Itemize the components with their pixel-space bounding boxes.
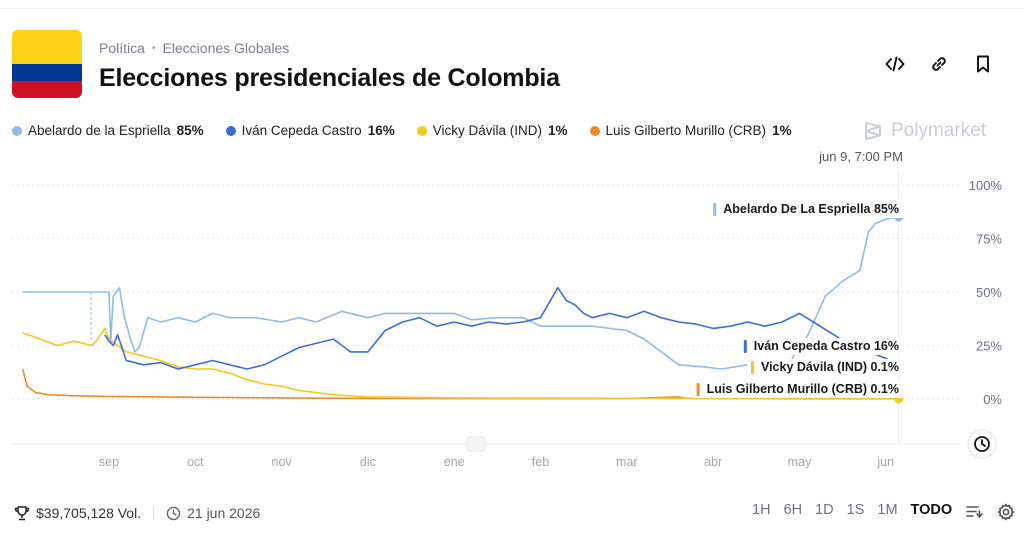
clock-icon <box>166 506 181 520</box>
top-actions <box>885 54 993 74</box>
flag-stripe-red <box>12 81 82 98</box>
end-label-swatch <box>750 361 754 374</box>
range-1h[interactable]: 1H <box>752 502 771 518</box>
breadcrumb: Política • Elecciones Globales <box>99 40 289 56</box>
x-tick-label: mar <box>616 455 638 469</box>
end-label: Iván Cepeda Castro 16% <box>739 338 903 355</box>
legend-swatch <box>12 125 22 136</box>
end-label-swatch <box>713 203 717 216</box>
x-tick-label: dic <box>360 455 376 469</box>
embed-button[interactable] <box>885 54 905 74</box>
range-6h[interactable]: 6H <box>783 502 803 518</box>
gear-icon[interactable] <box>997 503 1015 521</box>
y-tick-label: 25% <box>976 339 1002 354</box>
clock-icon <box>974 436 990 452</box>
end-label-bg <box>709 201 903 218</box>
end-value-labels: Abelardo De La Espriella 85% Iván Cepeda … <box>692 201 903 398</box>
chart-settings <box>965 503 1015 521</box>
legend-value: 16% <box>367 123 395 138</box>
legend-swatch <box>416 125 427 136</box>
y-axis-ticks: 100% 75% 50% 25% 0% <box>969 178 1003 407</box>
end-label-text: Vicky Dávila (IND) 0.1% <box>761 360 899 374</box>
range-todo[interactable]: TODO <box>910 502 953 518</box>
x-tick-label: nov <box>272 455 293 469</box>
y-tick-label: 75% <box>976 232 1002 247</box>
y-tick-label: 100% <box>969 178 1003 193</box>
legend-value: 1% <box>548 123 568 138</box>
legend-item-espriella[interactable]: Abelardo de la Espriella 85% <box>12 123 204 138</box>
end-label-bg <box>692 381 903 398</box>
legend-label: Iván Cepeda Castro <box>241 123 362 138</box>
polymarket-watermark: Polymarket <box>862 120 986 142</box>
end-label-bg <box>739 338 903 355</box>
end-label-bg <box>746 359 903 376</box>
legend-label: Luis Gilberto Murillo (CRB) <box>605 123 767 138</box>
x-tick-label: ene <box>444 455 465 469</box>
legend-value: 1% <box>772 123 792 138</box>
end-date-value: 21 jun 2026 <box>187 505 261 521</box>
link-icon <box>932 57 946 71</box>
end-label: Abelardo De La Espriella 85% <box>709 201 903 218</box>
legend-item-davila[interactable]: Vicky Dávila (IND) 1% <box>416 123 568 138</box>
x-tick-label: may <box>788 455 812 469</box>
timeline-scroll-handle[interactable] <box>466 436 486 452</box>
legend-swatch <box>225 125 236 136</box>
history-button[interactable] <box>967 429 997 459</box>
x-tick-label: oct <box>187 455 204 469</box>
legend-label: Abelardo de la Espriella <box>28 123 171 138</box>
polymarket-wordmark: Polymarket <box>891 120 987 141</box>
legend-label: Vicky Dávila (IND) <box>432 123 542 138</box>
x-axis-ticks: sep oct nov dic ene feb mar abr may jun <box>99 455 894 469</box>
end-label: Luis Gilberto Murillo (CRB) 0.1% <box>692 381 903 398</box>
volume-value: $39,705,128 Vol. <box>36 505 142 521</box>
legend-item-murillo[interactable]: Luis Gilberto Murillo (CRB) 1% <box>589 123 792 138</box>
legend-item-cepeda[interactable]: Iván Cepeda Castro 16% <box>225 123 395 138</box>
breadcrumb-separator: • <box>151 42 156 54</box>
range-1s[interactable]: 1S <box>846 502 865 518</box>
breadcrumb-category[interactable]: Política <box>99 40 145 56</box>
hover-timestamp: jun 9, 7:00 PM <box>818 149 903 164</box>
trophy-icon <box>14 506 30 521</box>
flag-stripe-yellow <box>12 30 82 64</box>
colombia-flag-icon <box>12 30 82 98</box>
chart-footer: $39,705,128 Vol. 21 jun 2026 1H 6H 1D 1S… <box>14 502 1015 524</box>
legend-swatch <box>589 125 600 136</box>
bookmark-button[interactable] <box>973 54 993 74</box>
x-tick-label: jun <box>876 455 894 469</box>
y-tick-label: 0% <box>983 392 1002 407</box>
chart-legend: Abelardo de la Espriella 85% Iván Cepeda… <box>12 123 792 138</box>
filter-list-icon[interactable] <box>965 503 983 521</box>
flag-stripe-blue <box>12 64 82 81</box>
y-tick-label: 50% <box>976 285 1002 300</box>
page-title: Elecciones presidenciales de Colombia <box>99 64 560 92</box>
time-range-selector: 1H 6H 1D 1S 1M TODO <box>752 502 952 518</box>
range-1m[interactable]: 1M <box>877 502 898 518</box>
copy-link-button[interactable] <box>929 54 949 74</box>
top-divider <box>0 8 1024 9</box>
polymarket-logo-icon <box>865 122 881 140</box>
x-tick-label: feb <box>532 455 549 469</box>
series-line-abelardo <box>22 216 899 370</box>
end-label: Vicky Dávila (IND) 0.1% <box>746 359 903 376</box>
series-line-vicky <box>22 327 899 400</box>
footer-divider <box>153 506 155 520</box>
legend-value: 85% <box>176 123 204 138</box>
end-label-text: Abelardo De La Espriella 85% <box>723 202 899 216</box>
bookmark-icon <box>977 55 989 73</box>
end-label-text: Iván Cepeda Castro 16% <box>754 339 899 353</box>
end-label-swatch <box>696 383 700 396</box>
chart-series <box>21 212 904 404</box>
end-label-swatch <box>743 340 747 353</box>
x-tick-label: abr <box>704 455 722 469</box>
end-label-text: Luis Gilberto Murillo (CRB) 0.1% <box>707 382 899 396</box>
price-history-chart[interactable]: jun 9, 7:00 PM 100% 75% 50% 25% 0% sep oct nov… <box>0 0 1024 500</box>
volume-info: $39,705,128 Vol. <box>14 505 141 521</box>
breadcrumb-subcategory[interactable]: Elecciones Globales <box>162 40 290 56</box>
x-tick-label: sep <box>99 455 119 469</box>
range-1d[interactable]: 1D <box>815 502 834 518</box>
series-line-ivan <box>104 286 899 370</box>
embed-icon <box>885 56 905 72</box>
end-date-info: 21 jun 2026 <box>166 505 260 521</box>
